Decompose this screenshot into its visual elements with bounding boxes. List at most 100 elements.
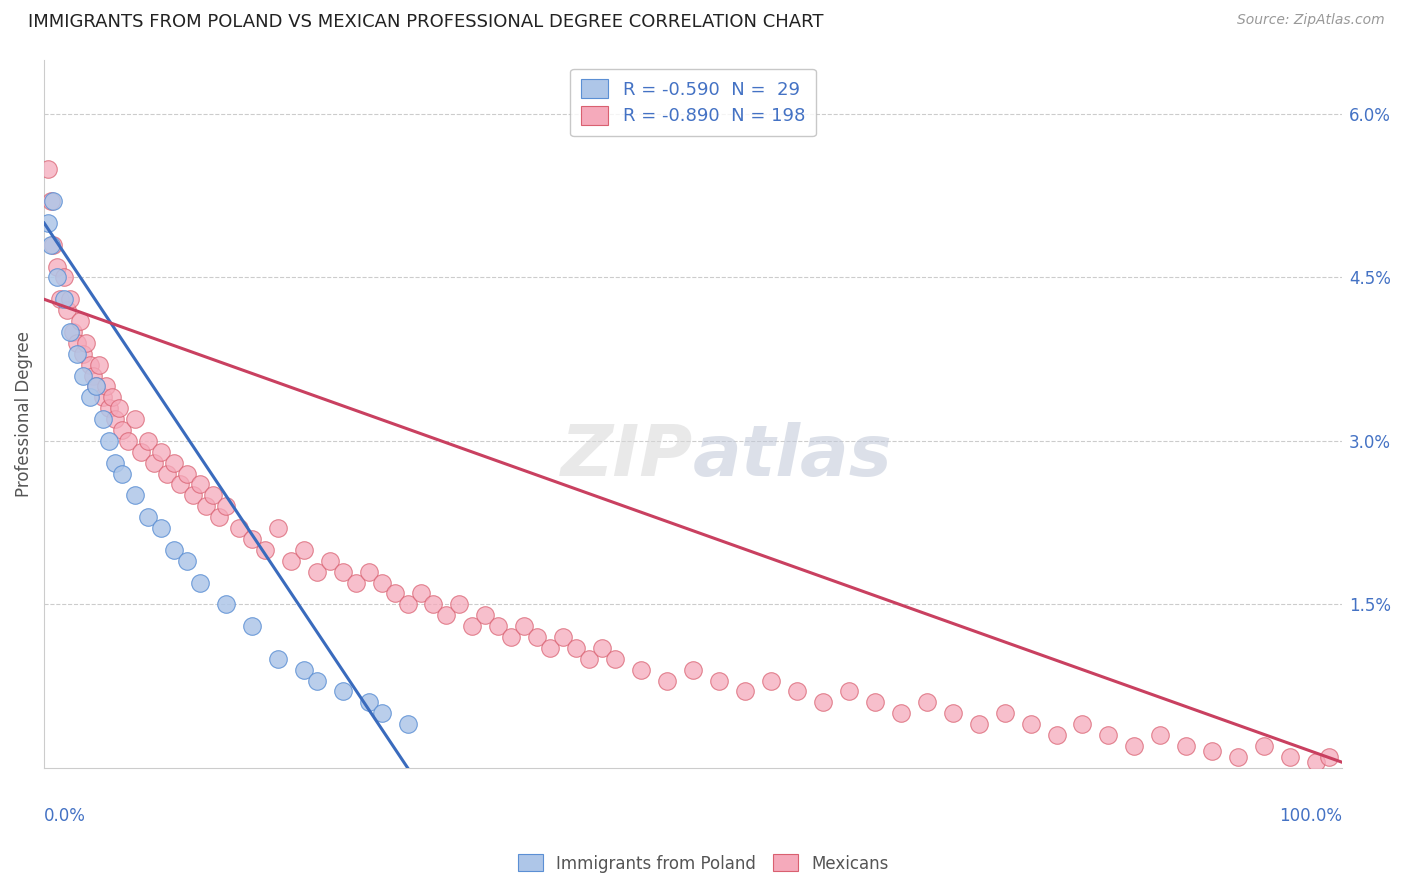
Point bbox=[305, 565, 328, 579]
Point bbox=[461, 619, 484, 633]
Point bbox=[143, 456, 166, 470]
Point bbox=[240, 532, 263, 546]
Point bbox=[111, 423, 134, 437]
Point bbox=[72, 347, 94, 361]
Point bbox=[357, 695, 380, 709]
Point bbox=[39, 194, 62, 209]
Point bbox=[1019, 717, 1042, 731]
Point bbox=[565, 640, 588, 655]
Point bbox=[811, 695, 834, 709]
Point bbox=[42, 194, 65, 209]
Point bbox=[655, 673, 678, 688]
Point bbox=[396, 597, 419, 611]
Point bbox=[156, 467, 179, 481]
Point bbox=[108, 401, 131, 416]
Point bbox=[69, 314, 91, 328]
Point bbox=[39, 237, 62, 252]
Point bbox=[449, 597, 471, 611]
Point bbox=[1305, 756, 1327, 770]
Point bbox=[59, 325, 82, 339]
Point bbox=[553, 630, 575, 644]
Point bbox=[838, 684, 860, 698]
Point bbox=[111, 467, 134, 481]
Point bbox=[370, 575, 392, 590]
Point bbox=[1227, 749, 1250, 764]
Point bbox=[98, 434, 121, 448]
Point bbox=[253, 542, 276, 557]
Point bbox=[117, 434, 139, 448]
Point bbox=[707, 673, 730, 688]
Point bbox=[267, 652, 290, 666]
Point bbox=[169, 477, 191, 491]
Point bbox=[183, 488, 205, 502]
Point bbox=[682, 663, 704, 677]
Point bbox=[318, 554, 340, 568]
Point bbox=[384, 586, 406, 600]
Point bbox=[630, 663, 652, 677]
Text: 0.0%: 0.0% bbox=[44, 806, 86, 824]
Point bbox=[124, 412, 146, 426]
Point bbox=[436, 608, 458, 623]
Point bbox=[267, 521, 290, 535]
Point bbox=[136, 510, 159, 524]
Point bbox=[163, 456, 186, 470]
Point bbox=[292, 663, 315, 677]
Point bbox=[591, 640, 613, 655]
Point bbox=[96, 379, 118, 393]
Point bbox=[942, 706, 965, 721]
Point bbox=[734, 684, 756, 698]
Point bbox=[967, 717, 990, 731]
Point bbox=[1149, 728, 1171, 742]
Point bbox=[578, 652, 600, 666]
Point bbox=[1175, 739, 1198, 753]
Point bbox=[1317, 749, 1340, 764]
Point bbox=[215, 597, 238, 611]
Point bbox=[1045, 728, 1067, 742]
Point bbox=[1123, 739, 1146, 753]
Text: Source: ZipAtlas.com: Source: ZipAtlas.com bbox=[1237, 13, 1385, 28]
Point bbox=[332, 684, 354, 698]
Point bbox=[890, 706, 912, 721]
Point bbox=[124, 488, 146, 502]
Point bbox=[79, 390, 101, 404]
Text: IMMIGRANTS FROM POLAND VS MEXICAN PROFESSIONAL DEGREE CORRELATION CHART: IMMIGRANTS FROM POLAND VS MEXICAN PROFES… bbox=[28, 13, 824, 31]
Point bbox=[292, 542, 315, 557]
Point bbox=[84, 379, 107, 393]
Point bbox=[72, 368, 94, 383]
Point bbox=[195, 500, 218, 514]
Legend: Immigrants from Poland, Mexicans: Immigrants from Poland, Mexicans bbox=[510, 847, 896, 880]
Point bbox=[37, 161, 59, 176]
Y-axis label: Professional Degree: Professional Degree bbox=[15, 331, 32, 497]
Point bbox=[422, 597, 444, 611]
Point bbox=[104, 456, 127, 470]
Point bbox=[474, 608, 496, 623]
Point bbox=[1253, 739, 1275, 753]
Text: 100.0%: 100.0% bbox=[1279, 806, 1343, 824]
Point bbox=[131, 444, 153, 458]
Point bbox=[46, 260, 69, 274]
Point bbox=[280, 554, 302, 568]
Point bbox=[1071, 717, 1094, 731]
Point bbox=[863, 695, 886, 709]
Point bbox=[513, 619, 536, 633]
Point bbox=[994, 706, 1017, 721]
Point bbox=[176, 467, 198, 481]
Point bbox=[62, 325, 84, 339]
Point bbox=[915, 695, 938, 709]
Point bbox=[1279, 749, 1302, 764]
Text: atlas: atlas bbox=[693, 422, 893, 491]
Point bbox=[344, 575, 367, 590]
Point bbox=[201, 488, 224, 502]
Point bbox=[176, 554, 198, 568]
Point bbox=[370, 706, 392, 721]
Point bbox=[52, 270, 75, 285]
Point bbox=[409, 586, 432, 600]
Point bbox=[87, 358, 110, 372]
Point bbox=[208, 510, 231, 524]
Point bbox=[84, 379, 107, 393]
Point bbox=[526, 630, 548, 644]
Point bbox=[786, 684, 808, 698]
Point bbox=[104, 412, 127, 426]
Point bbox=[486, 619, 509, 633]
Point bbox=[136, 434, 159, 448]
